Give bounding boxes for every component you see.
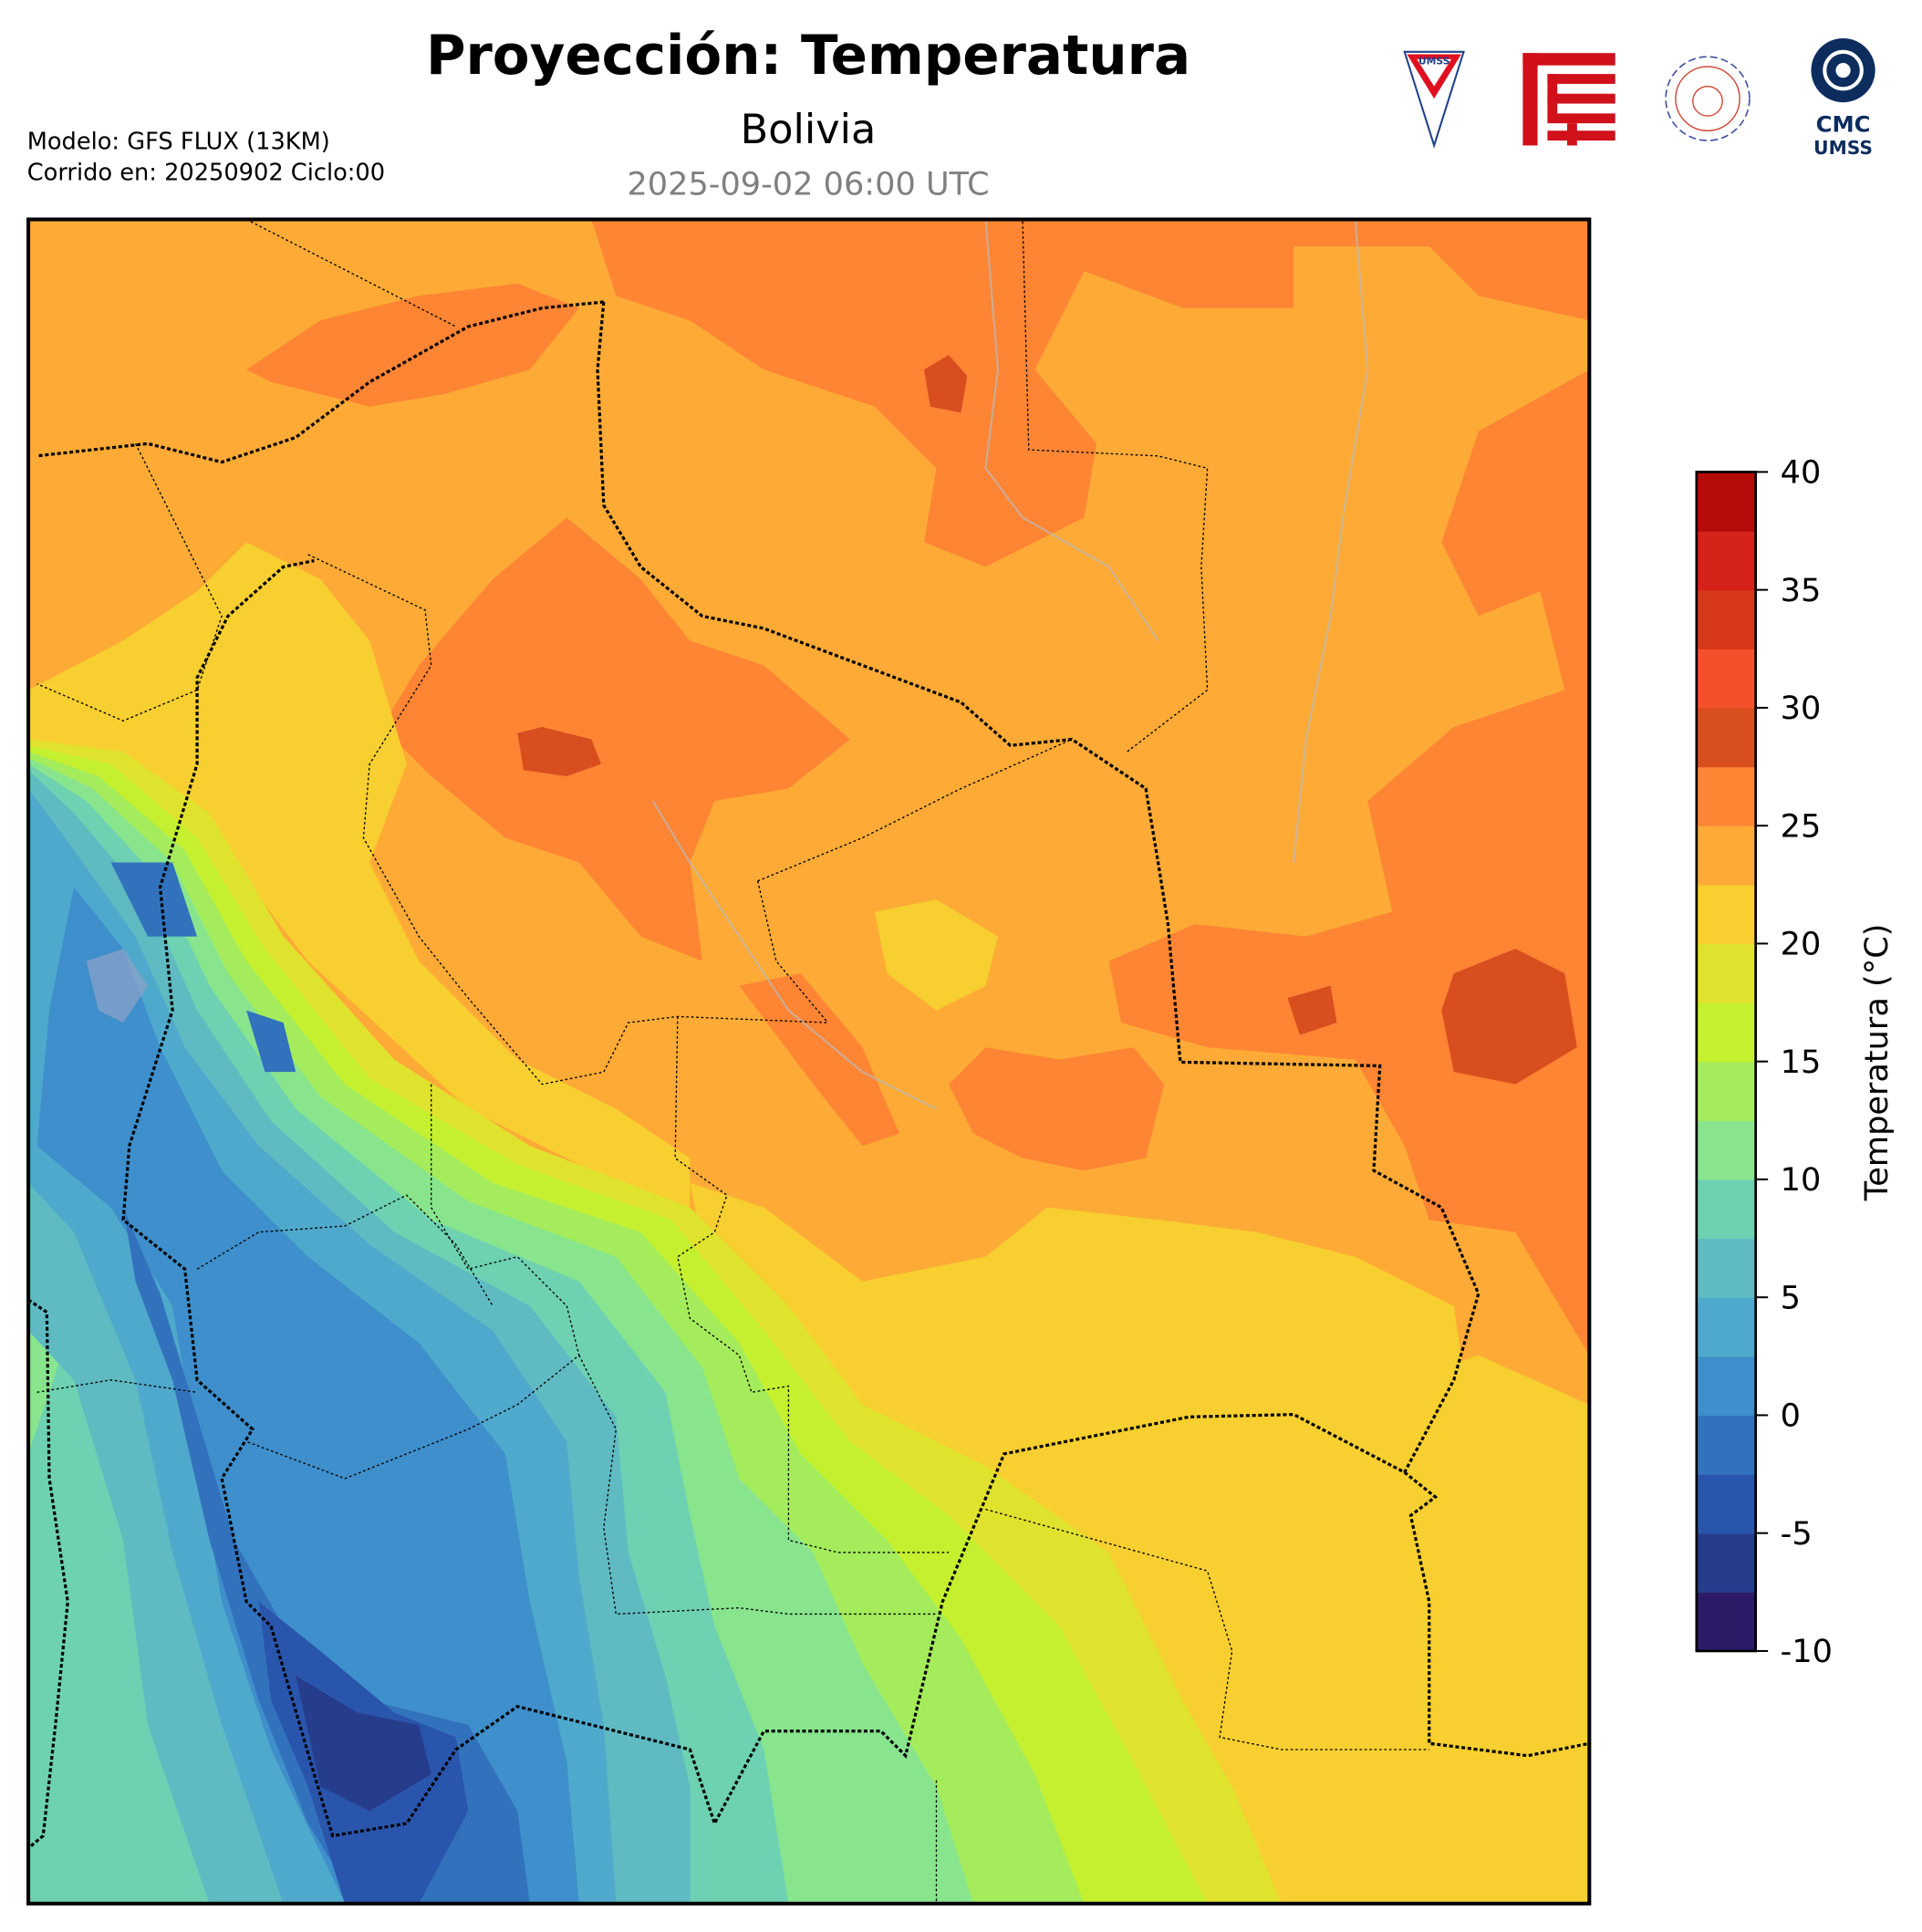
colorbar-tick-label: 15 xyxy=(1781,1044,1822,1081)
field-27-30-b xyxy=(923,355,968,413)
field-0-2 xyxy=(36,887,579,1904)
umss-logo-text: UMSS xyxy=(1418,55,1450,67)
department-boundary xyxy=(36,1379,938,1904)
run-info: Corrido en: 20250902 Ciclo:00 xyxy=(27,159,385,186)
brazil-peru-border xyxy=(36,300,604,464)
figure-title: Proyección: Temperatura xyxy=(426,25,1190,88)
colorbar-bin xyxy=(1696,589,1756,649)
department-boundary xyxy=(307,554,828,1085)
colorbar-bin xyxy=(1696,1474,1756,1534)
bolivia-border xyxy=(121,301,1480,1838)
field-25-27-north xyxy=(591,219,1590,567)
paraguay-argentina-border xyxy=(1403,1470,1590,1758)
department-boundary xyxy=(36,443,223,722)
colorbar-bin xyxy=(1696,1532,1756,1594)
department-boundary xyxy=(674,880,949,1553)
field-27-30-a xyxy=(517,726,602,777)
field-neg2-0-c xyxy=(110,862,198,937)
colorbar-tick-label: 0 xyxy=(1781,1397,1801,1435)
field-25-27-south-central xyxy=(948,1047,1165,1171)
field-neg7-5 xyxy=(296,1675,431,1812)
valid-time: 2025-09-02 06:00 UTC xyxy=(627,165,989,203)
colorbar-tick-label: -10 xyxy=(1781,1633,1833,1670)
colorbar-bin xyxy=(1696,943,1756,1003)
cmc-umss-text: UMSS xyxy=(1813,137,1873,159)
colorbar-bin xyxy=(1696,766,1756,826)
high-terrain-mask xyxy=(86,949,149,1023)
colorbar-bin xyxy=(1696,1120,1756,1180)
field-27-30-c xyxy=(1441,949,1577,1085)
figure-subtitle: Bolivia xyxy=(741,106,877,153)
colorbar-tick-label: 30 xyxy=(1781,690,1822,727)
department-boundary xyxy=(578,1355,1429,1750)
colorbar-bin xyxy=(1696,1356,1756,1417)
colorbar-tick-label: 35 xyxy=(1781,572,1822,609)
model-info: Modelo: GFS FLUX (13KM) xyxy=(27,129,330,156)
colorbar-bin xyxy=(1696,1179,1756,1240)
colorbar-tick-label: 40 xyxy=(1781,454,1822,492)
physics-department-seal xyxy=(1665,56,1751,141)
colorbar-bin xyxy=(1696,531,1756,591)
colorbar-bin xyxy=(1696,1002,1756,1063)
field-25-27-east xyxy=(1108,369,1590,1356)
cmc-umss-logo: CMC UMSS xyxy=(1811,37,1875,159)
fcyt-logo xyxy=(1522,53,1616,146)
colorbar-bin xyxy=(1696,1238,1756,1298)
field-25-27-central xyxy=(381,517,850,961)
department-boundary xyxy=(757,219,1209,882)
field-20-22-center xyxy=(874,899,999,1011)
river xyxy=(651,800,937,1110)
colorbar-tick-label: 5 xyxy=(1781,1279,1801,1316)
colorbar-bin xyxy=(1696,1061,1756,1121)
cmc-text: CMC xyxy=(1816,111,1871,138)
field-20-22-northwest xyxy=(28,542,691,1220)
colorbar-bin xyxy=(1696,707,1756,768)
colorbar-tick-label: -5 xyxy=(1781,1515,1813,1553)
river xyxy=(1293,219,1369,863)
map-frame xyxy=(26,217,1592,1906)
field-25-27-northwest xyxy=(246,283,579,407)
colorbar-bin xyxy=(1696,472,1756,532)
department-boundary xyxy=(196,1194,493,1307)
colorbar-tick-label: 25 xyxy=(1781,807,1822,845)
colorbar: -10 -5 0 5 10 15 20 25 30 35 40 xyxy=(1695,454,1833,1670)
river xyxy=(984,219,1159,642)
colorbar-bin xyxy=(1696,1592,1756,1652)
chile-coast xyxy=(28,1298,69,1850)
colorbar-tick-label: 10 xyxy=(1781,1161,1822,1199)
colorbar-bin xyxy=(1696,1297,1756,1357)
colorbar-tick-label: 20 xyxy=(1781,926,1822,963)
colorbar-bin xyxy=(1696,884,1756,945)
umss-logo: UMSS xyxy=(1403,50,1465,149)
field-25-27-channel xyxy=(739,973,899,1147)
colorbar-label: Temperatura (°C) xyxy=(1858,923,1896,1201)
colorbar-bin xyxy=(1696,649,1756,709)
temperature-map xyxy=(28,219,1590,1904)
field-27-30-d xyxy=(1287,985,1337,1035)
field-neg2-0-b xyxy=(246,1010,296,1073)
colorbar-bin xyxy=(1696,826,1756,886)
field-20-22-south xyxy=(690,1182,1590,1904)
colorbar-bin xyxy=(1696,1415,1756,1475)
